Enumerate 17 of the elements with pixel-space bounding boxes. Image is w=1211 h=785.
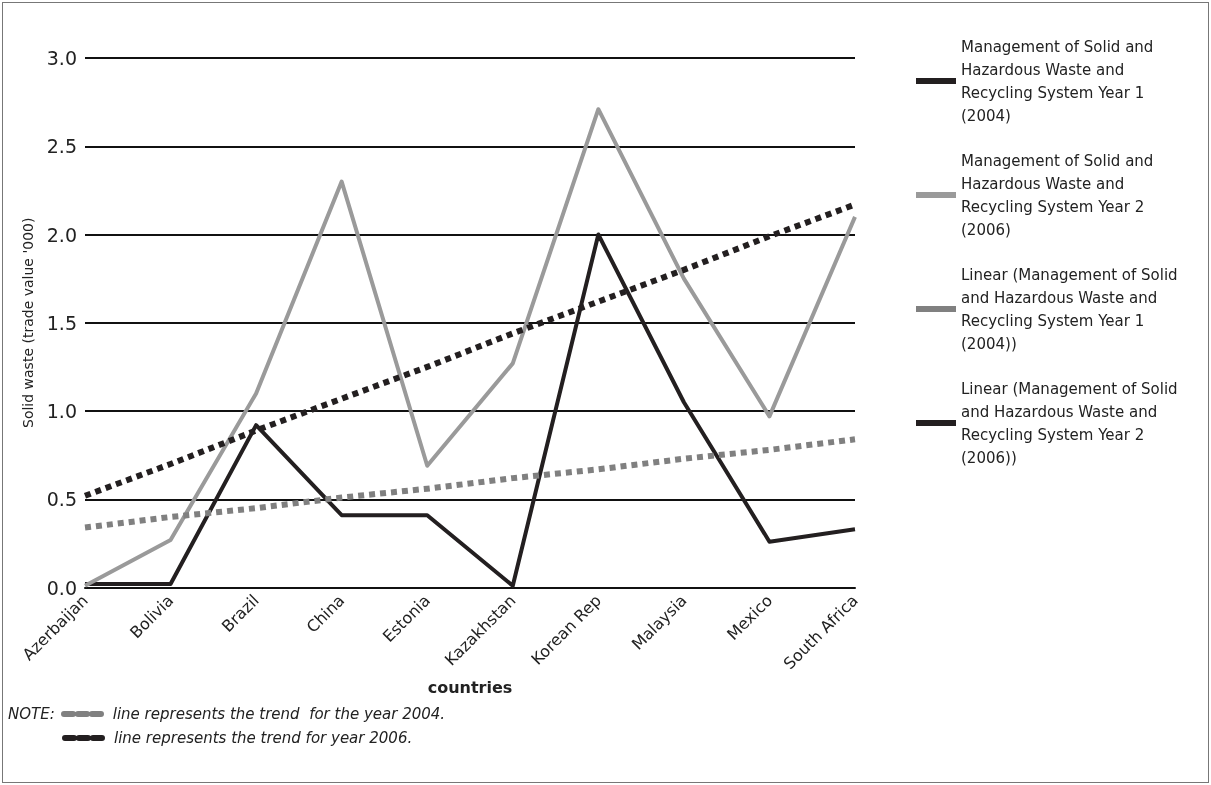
y-tick-label: 1.5: [46, 311, 77, 334]
text: line represents the trend for the year 2004.: [112, 704, 446, 725]
x-axis-title: countries: [427, 677, 513, 697]
y-axis-title: Solid waste (trade value '000): [20, 217, 36, 428]
y-tick-label: 2.5: [46, 135, 77, 158]
legend-label: Linear (Management of Solid and Hazardous Waste and Recycling System Year 1 (2004)): [961, 265, 1183, 353]
y-tick-label: 3.0: [46, 47, 77, 69]
y-tick-label: 0.0: [46, 576, 77, 599]
line-series: [83, 107, 857, 588]
text: NOTE:: [8, 704, 55, 725]
legend-label: Management of Solid and Hazardous Waste and Recycling System Year 2 (2006): [961, 151, 1159, 239]
y-tick-label: 0.5: [46, 488, 77, 511]
y-tick-label: 1.0: [46, 400, 77, 423]
legend-label: Management of Solid and Hazardous Waste and Recycling System Year 1 (2004): [961, 37, 1159, 125]
text: line represents the trend for year 2006.: [114, 728, 413, 749]
legend-label: Linear (Management of Solid and Hazardous Waste and Recycling System Year 2 (2006)): [961, 379, 1183, 467]
y-tick-label: 2.0: [46, 223, 77, 246]
